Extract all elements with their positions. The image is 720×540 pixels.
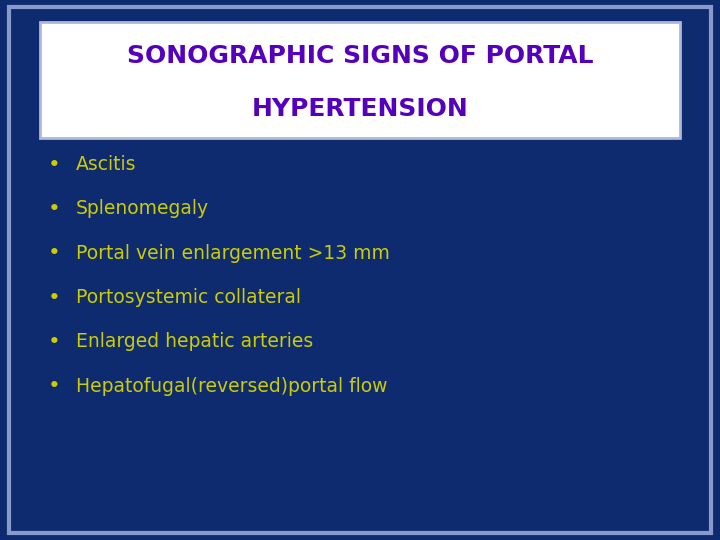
- Text: •: •: [48, 154, 60, 175]
- Text: Ascitis: Ascitis: [76, 155, 136, 174]
- Text: SONOGRAPHIC SIGNS OF PORTAL: SONOGRAPHIC SIGNS OF PORTAL: [127, 44, 593, 69]
- Text: •: •: [48, 199, 60, 219]
- Bar: [40, 22, 680, 138]
- Text: •: •: [48, 332, 60, 352]
- Text: Hepatofugal(reversed)portal flow: Hepatofugal(reversed)portal flow: [76, 376, 387, 396]
- Text: •: •: [48, 376, 60, 396]
- Text: HYPERTENSION: HYPERTENSION: [251, 97, 469, 120]
- Text: Portosystemic collateral: Portosystemic collateral: [76, 288, 301, 307]
- Text: Enlarged hepatic arteries: Enlarged hepatic arteries: [76, 332, 313, 352]
- Text: Splenomegaly: Splenomegaly: [76, 199, 209, 219]
- Text: Portal vein enlargement >13 mm: Portal vein enlargement >13 mm: [76, 244, 390, 263]
- Text: •: •: [48, 243, 60, 264]
- Text: •: •: [48, 287, 60, 308]
